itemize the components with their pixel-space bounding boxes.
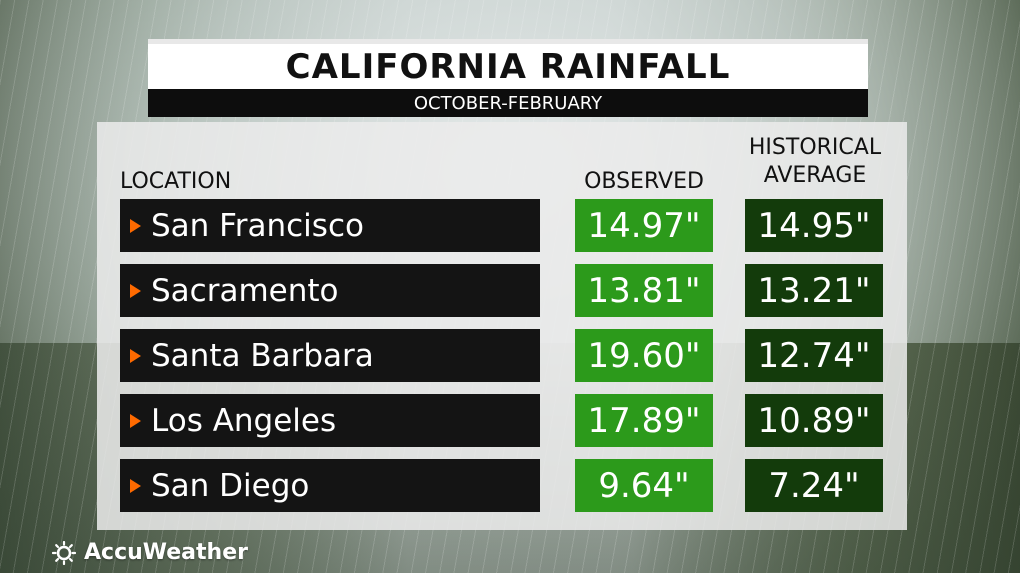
location-name: Los Angeles [151, 402, 337, 439]
column-header-location: LOCATION [120, 169, 232, 194]
chart-subtitle: OCTOBER-FEBRUARY [148, 89, 868, 117]
row-location: Los Angeles [120, 394, 540, 447]
row-location: San Diego [120, 459, 540, 512]
row-location: Sacramento [120, 264, 540, 317]
sun-icon [52, 540, 76, 565]
observed-value: 13.81" [575, 264, 713, 317]
arrow-icon [130, 348, 141, 363]
observed-value: 14.97" [575, 199, 713, 252]
row-location: Santa Barbara [120, 329, 540, 382]
location-name: San Diego [151, 467, 310, 504]
chart-title: CALIFORNIA RAINFALL [148, 39, 868, 89]
observed-value: 19.60" [575, 329, 713, 382]
arrow-icon [130, 283, 141, 298]
row-location: San Francisco [120, 199, 540, 252]
observed-value: 9.64" [575, 459, 713, 512]
brand-name: AccuWeather [84, 540, 248, 565]
historical-value: 12.74" [745, 329, 883, 382]
arrow-icon [130, 218, 141, 233]
historical-value: 13.21" [745, 264, 883, 317]
location-name: Santa Barbara [151, 337, 374, 374]
column-header-observed: OBSERVED [584, 169, 704, 194]
column-header-historical: HISTORICAL AVERAGE [738, 134, 892, 190]
observed-value: 17.89" [575, 394, 713, 447]
historical-value: 14.95" [745, 199, 883, 252]
arrow-icon [130, 478, 141, 493]
column-header-historical-line1: HISTORICAL [748, 135, 882, 160]
accuweather-logo: AccuWeather [52, 540, 248, 565]
arrow-icon [130, 413, 141, 428]
location-name: San Francisco [151, 207, 364, 244]
historical-value: 10.89" [745, 394, 883, 447]
location-name: Sacramento [151, 272, 339, 309]
historical-value: 7.24" [745, 459, 883, 512]
column-header-historical-line2: AVERAGE [763, 163, 867, 188]
